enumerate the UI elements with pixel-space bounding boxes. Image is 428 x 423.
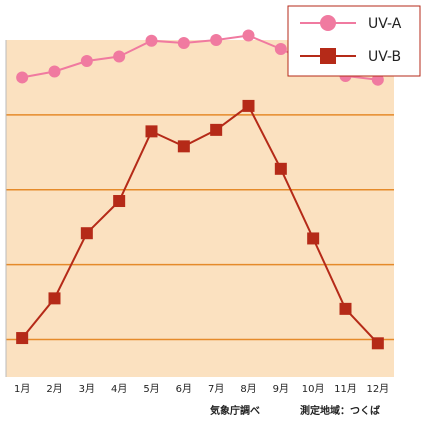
x-axis-ticks: 1月 2月 3月 4月 5月 6月 7月 8月 9月 10月 11月 12月 [14, 383, 389, 395]
series-0-point-1 [16, 71, 29, 84]
series-0-point-2 [48, 65, 61, 78]
x-tick-label-5: 5月 [143, 383, 159, 395]
region-note: 測定地域：つくば [300, 404, 380, 417]
series-1-point-12 [371, 337, 384, 350]
x-tick-label-7: 7月 [208, 383, 224, 395]
series-1-point-2 [48, 292, 61, 305]
legend-item-uva: UV-A [300, 15, 402, 32]
legend-marker-uvb [320, 48, 336, 64]
series-1-point-7 [210, 123, 223, 136]
x-tick-label-3: 3月 [79, 383, 95, 395]
series-1-point-5 [145, 125, 158, 138]
series-1-point-4 [113, 195, 126, 208]
series-0-point-8 [242, 29, 255, 42]
x-tick-label-10: 10月 [302, 383, 325, 395]
x-tick-label-4: 4月 [111, 383, 127, 395]
series-0-point-3 [80, 54, 93, 67]
series-1-point-6 [177, 140, 190, 153]
x-tick-label-12: 12月 [366, 383, 389, 395]
series-0-point-5 [145, 34, 158, 47]
legend-item-uvb: UV-B [300, 48, 401, 65]
legend-marker-uva [320, 15, 336, 31]
source-note: 気象庁調べ [209, 404, 260, 417]
series-0-point-6 [177, 36, 190, 49]
x-tick-label-9: 9月 [273, 383, 289, 395]
x-tick-label-6: 6月 [176, 383, 192, 395]
series-1-point-11 [339, 302, 352, 315]
x-tick-label-2: 2月 [46, 383, 62, 395]
series-1-point-9 [274, 162, 287, 175]
x-tick-label-1: 1月 [14, 383, 30, 395]
series-1-point-10 [307, 232, 320, 245]
legend-label-uvb: UV-B [368, 49, 401, 65]
series-0-point-7 [210, 34, 223, 46]
series-0-point-9 [274, 42, 287, 55]
series-0-point-4 [113, 50, 126, 63]
x-tick-label-11: 11月 [334, 383, 357, 395]
legend-label-uva: UV-A [368, 16, 402, 32]
series-1-point-8 [242, 99, 255, 112]
legend-box [287, 5, 421, 77]
series-1-point-1 [16, 332, 29, 345]
legend: UV-A UV-B [287, 5, 421, 77]
series-line-1 [21, 104, 379, 344]
series-1-point-3 [80, 227, 93, 240]
plot-background [6, 40, 394, 377]
series-0-point-12 [371, 73, 384, 86]
x-tick-label-8: 8月 [240, 383, 256, 395]
